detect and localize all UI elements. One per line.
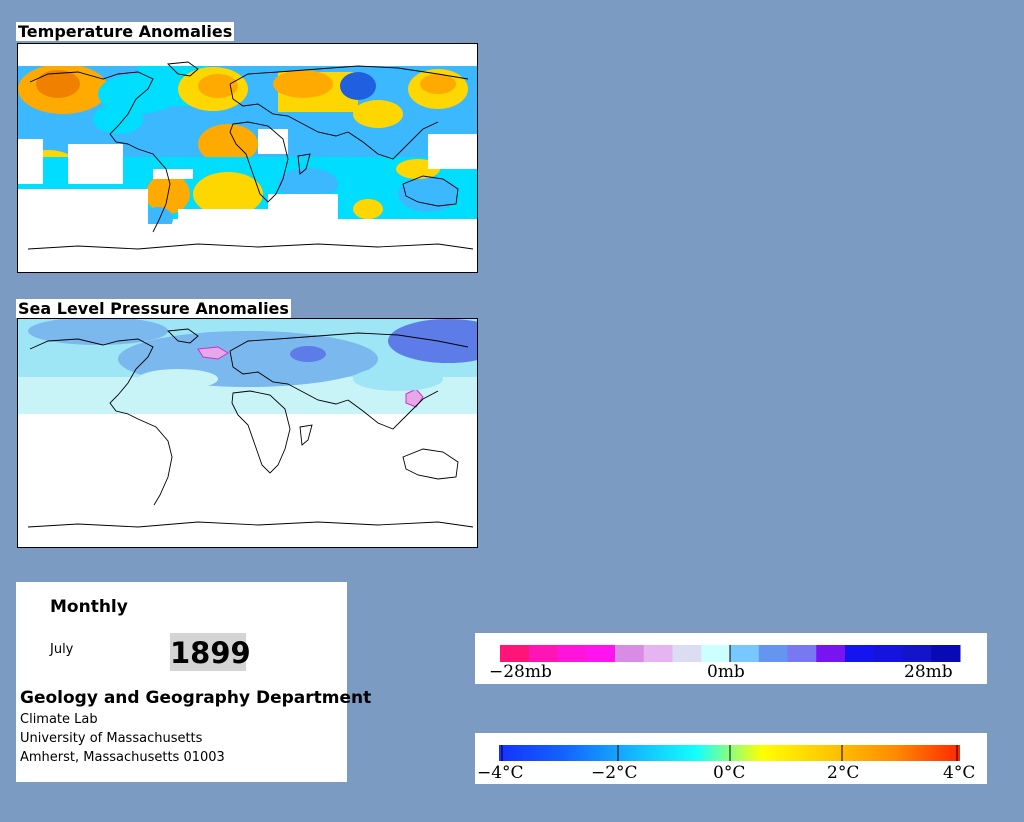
pressure-legend-swatch — [845, 645, 875, 662]
pressure-legend-min: −28mb — [489, 662, 552, 682]
temperature-title: Temperature Anomalies — [16, 22, 235, 41]
pressure-legend-swatches — [500, 645, 961, 662]
department-label: Geology and Geography Department — [20, 688, 372, 708]
pressure-legend-swatch — [528, 645, 558, 662]
lab-label: Climate Lab — [20, 712, 98, 727]
address-label: Amherst, Massachusetts 01003 — [20, 750, 225, 765]
university-label: University of Massachusetts — [20, 731, 203, 746]
temperature-legend-minus4: −4°C — [477, 763, 524, 783]
pressure-title: Sea Level Pressure Anomalies — [16, 299, 291, 318]
frequency-label: Monthly — [50, 597, 128, 617]
temperature-legend-plus4: 4°C — [943, 763, 975, 783]
pressure-legend-swatch — [615, 645, 645, 662]
pressure-legend-swatch — [787, 645, 817, 662]
temperature-anomaly-fields — [18, 44, 477, 272]
pressure-legend-swatch — [701, 645, 731, 662]
pressure-legend-swatch — [816, 645, 846, 662]
temperature-legend-minus2: −2°C — [591, 763, 638, 783]
pressure-legend: −28mb 0mb 28mb — [475, 633, 987, 684]
pressure-legend-swatch — [902, 645, 932, 662]
temperature-legend-zero: 0°C — [713, 763, 745, 783]
temperature-legend: −4°C −2°C 0°C 2°C 4°C — [475, 733, 987, 784]
pressure-legend-zero: 0mb — [707, 662, 745, 682]
month-label: July — [50, 642, 74, 657]
pressure-legend-swatch — [500, 645, 530, 662]
pressure-anomaly-map — [17, 318, 478, 548]
pressure-legend-swatch — [758, 645, 788, 662]
pressure-legend-swatch — [931, 645, 961, 662]
year-display: 1899 — [170, 633, 251, 671]
pressure-coastlines — [27, 328, 474, 528]
pressure-anomaly-fields — [18, 319, 477, 414]
pressure-legend-swatch — [672, 645, 702, 662]
temperature-legend-ticks — [501, 745, 958, 761]
info-box: Monthly July 1899 Geology and Geography … — [16, 582, 371, 782]
pressure-legend-swatch — [557, 645, 587, 662]
temperature-legend-plus2: 2°C — [827, 763, 859, 783]
pressure-legend-swatch — [586, 645, 616, 662]
temperature-anomaly-map — [17, 43, 478, 273]
temperature-coastlines — [27, 61, 474, 250]
pressure-legend-swatch — [873, 645, 903, 662]
pressure-legend-swatch — [730, 645, 760, 662]
pressure-legend-swatch — [643, 645, 673, 662]
pressure-legend-max: 28mb — [904, 662, 953, 682]
